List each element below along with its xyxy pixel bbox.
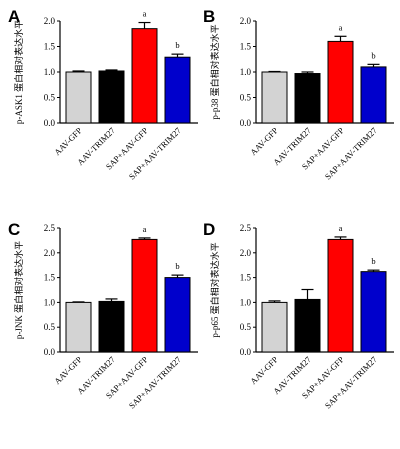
significance-label: b <box>175 40 179 50</box>
y-tick-label: 1.0 <box>240 67 252 77</box>
bar-aav-gfp <box>261 301 288 353</box>
y-tick-label: 0.0 <box>240 347 252 357</box>
x-category-label: AAV-GFP <box>248 354 280 386</box>
chart-panel-D: D 0.0 0.5 1.0 1.5 2.0 2.5 p-p65 蛋白相对表达水平 AAV-GFP… <box>203 220 394 411</box>
chart-panel-A: A0.00.51.01.52.0p-ASK1 蛋白相对表达水平AAV-GFPAA… <box>8 7 198 182</box>
y-tick-label: 1.5 <box>44 273 56 283</box>
bar-sap-aav-gfp <box>131 238 158 353</box>
x-category-label: AAV-GFP <box>52 125 84 157</box>
y-axis-label: p-ASK1 蛋白相对表达水平 <box>13 20 24 124</box>
y-tick-label: 2.0 <box>44 248 56 258</box>
significance-label: a <box>143 9 147 19</box>
bar-aav-trim27 <box>294 73 321 124</box>
bar-sap-aav-trim27 <box>360 271 387 353</box>
bar-sap-aav-trim27 <box>164 56 191 124</box>
y-tick-label: 2.5 <box>44 223 56 233</box>
y-tick-label: 2.0 <box>240 16 252 26</box>
panel-label: A <box>8 7 20 26</box>
y-tick-label: 2.0 <box>240 248 252 258</box>
significance-label: b <box>371 256 375 266</box>
y-axis-label: p-p65 蛋白相对表达水平 <box>209 242 220 337</box>
bar-aav-gfp <box>65 71 92 124</box>
panel-label: B <box>203 7 215 26</box>
y-tick-label: 0.5 <box>240 93 252 103</box>
bar-sap-aav-gfp <box>327 40 354 124</box>
significance-label: b <box>371 50 375 60</box>
y-tick-label: 0.0 <box>44 347 56 357</box>
chart-panel-C: C 0.0 0.5 1.0 1.5 2.0 2.5 p-JNK 蛋白相对表达水平 AAV-GFP… <box>8 220 198 411</box>
chart-panel-B: B0.00.51.01.52.0p-p38 蛋白相对表达水平AAV-GFPAAV… <box>203 7 394 182</box>
significance-label: a <box>143 224 147 234</box>
bar-aav-trim27 <box>294 298 321 353</box>
y-tick-label: 0.0 <box>44 118 56 128</box>
y-tick-label: 0.5 <box>240 322 252 332</box>
y-axis-label: p-p38 蛋白相对表达水平 <box>209 24 220 119</box>
y-tick-label: 2.0 <box>44 16 56 26</box>
y-tick-label: 1.0 <box>44 297 56 307</box>
bar-aav-gfp <box>261 71 288 124</box>
bar-aav-gfp <box>65 301 92 353</box>
significance-label: b <box>175 261 179 271</box>
bar-sap-aav-trim27 <box>360 66 387 124</box>
bar-sap-aav-trim27 <box>164 277 191 353</box>
bar-aav-trim27 <box>98 70 125 124</box>
y-tick-label: 0.0 <box>240 118 252 128</box>
bar-sap-aav-gfp <box>131 28 158 124</box>
panel-label: D <box>203 220 215 239</box>
y-tick-label: 1.0 <box>44 67 56 77</box>
x-category-label: AAV-GFP <box>52 354 84 386</box>
y-tick-label: 1.0 <box>240 297 252 307</box>
y-tick-label: 1.5 <box>240 273 252 283</box>
bar-sap-aav-gfp <box>327 238 354 353</box>
y-axis-label: p-JNK 蛋白相对表达水平 <box>13 241 24 339</box>
y-tick-label: 0.5 <box>44 93 56 103</box>
x-category-label: AAV-GFP <box>248 125 280 157</box>
y-tick-label: 0.5 <box>44 322 56 332</box>
panel-label: C <box>8 220 20 239</box>
y-tick-label: 2.5 <box>240 223 252 233</box>
y-tick-label: 1.5 <box>240 42 252 52</box>
y-tick-label: 1.5 <box>44 42 56 52</box>
significance-label: a <box>339 22 343 32</box>
significance-label: a <box>339 223 343 233</box>
bar-aav-trim27 <box>98 300 125 353</box>
